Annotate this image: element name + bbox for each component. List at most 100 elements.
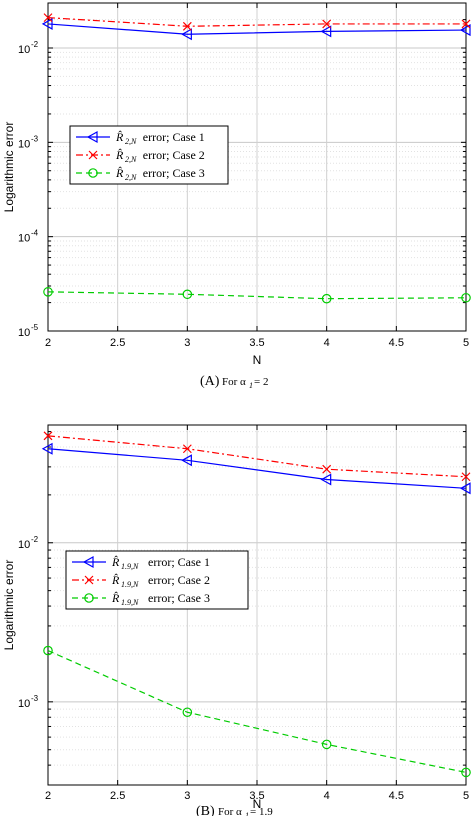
x-tick-label: 4.5 <box>389 337 404 349</box>
legend-symbol: R̂ <box>115 148 124 162</box>
legend-entry-2: R̂ 2,N error; Case 2 <box>76 148 205 164</box>
legend-entry-3: R̂ 1.9,N error; Case 3 <box>72 591 210 607</box>
y-tick-label: 10 -3 <box>18 134 39 150</box>
data-point <box>43 13 53 23</box>
y-tick-label: 10 -2 <box>18 40 39 56</box>
data-point <box>43 645 53 656</box>
data-point <box>461 472 471 482</box>
legend-subscript: 1.9,N <box>121 562 139 571</box>
legend: R̂ 2,N error; Case 1R̂ 2,N error; Case 2R̂ 2,… <box>69 125 229 185</box>
legend-label: error; Case 2 <box>148 573 210 587</box>
caption-text: For α <box>218 806 242 816</box>
x-tick-label: 2.5 <box>110 790 125 802</box>
legend-label: error; Case 3 <box>143 166 205 180</box>
series-line <box>47 448 467 489</box>
data-point <box>322 19 332 29</box>
x-tick-label: 4 <box>324 790 330 802</box>
legend-entry-1: R̂ 1.9,N error; Case 1 <box>72 555 210 571</box>
y-tick-label: 10 -4 <box>18 229 39 245</box>
x-tick-label: 3.5 <box>249 790 264 802</box>
series-1 <box>41 442 471 495</box>
series-2 <box>43 431 471 482</box>
legend-subscript: 1.9,N <box>121 580 139 589</box>
caption-subscript: 1 <box>245 811 249 816</box>
data-point <box>322 464 332 474</box>
x-tick-label: 4 <box>324 337 330 349</box>
data-point <box>182 289 193 300</box>
caption-label: (A) <box>200 374 220 389</box>
data-point <box>459 482 471 495</box>
legend-symbol: R̂ <box>115 166 124 180</box>
series-line <box>47 23 467 35</box>
legend-subscript: 2,N <box>125 173 137 182</box>
axes-frame <box>47 424 467 786</box>
y-tick-exponent: -5 <box>31 323 39 332</box>
x-tick-label: 5 <box>463 790 469 802</box>
y-tick-base: 10 <box>18 698 30 710</box>
data-point <box>461 292 471 303</box>
y-tick-exponent: -2 <box>31 40 39 49</box>
caption-equation: = 1.9 <box>250 806 273 816</box>
data-point <box>41 442 53 455</box>
legend-entry-1: R̂ 2,N error; Case 1 <box>76 130 205 146</box>
y-tick-exponent: -3 <box>31 134 39 143</box>
series-3 <box>43 645 471 778</box>
y-tick-exponent: -2 <box>31 535 39 544</box>
data-point <box>182 444 192 454</box>
y-tick-label: 10 -5 <box>18 323 39 339</box>
data-point <box>41 17 53 30</box>
x-tick-label: 2 <box>45 790 51 802</box>
legend-symbol: R̂ <box>111 591 120 605</box>
legend-label: error; Case 1 <box>143 130 205 144</box>
legend-symbol: R̂ <box>111 555 120 569</box>
y-tick-base: 10 <box>18 327 30 339</box>
legend-symbol: R̂ <box>111 573 120 587</box>
axes-frame <box>47 2 467 332</box>
legend-label: error; Case 2 <box>143 148 205 162</box>
data-point <box>461 19 471 29</box>
y-tick-label: 10 -2 <box>18 535 39 551</box>
series-3 <box>43 287 471 304</box>
y-axis-label: Logarithmic error <box>2 122 16 213</box>
legend-marker <box>84 575 94 585</box>
x-tick-label: 3 <box>184 790 190 802</box>
legend-subscript: 2,N <box>125 137 137 146</box>
data-point <box>181 28 192 41</box>
data-point <box>459 24 471 37</box>
legend-marker <box>88 168 98 178</box>
y-tick-exponent: -4 <box>31 229 39 238</box>
y-tick-base: 10 <box>18 138 30 150</box>
legend-symbol: R̂ <box>115 130 124 144</box>
data-point <box>321 293 332 304</box>
y-tick-base: 10 <box>18 44 30 56</box>
x-tick-label: 4.5 <box>389 790 404 802</box>
data-point <box>321 739 332 750</box>
x-axis-label: N <box>253 353 262 367</box>
x-tick-label: 3 <box>184 337 190 349</box>
y-tick-exponent: -3 <box>31 694 39 703</box>
legend-subscript: 2,N <box>125 155 137 164</box>
legend-entry-3: R̂ 2,N error; Case 3 <box>76 166 205 182</box>
y-tick-label: 10 -3 <box>18 694 39 710</box>
legend-marker <box>88 150 98 160</box>
caption-label: (B) <box>196 804 215 816</box>
y-tick-base: 10 <box>18 539 30 551</box>
x-tick-label: 2.5 <box>110 337 125 349</box>
data-point <box>43 431 53 441</box>
data-point <box>181 454 192 467</box>
legend-marker <box>84 593 94 603</box>
x-tick-label: 5 <box>463 337 469 349</box>
caption-subscript: 1 <box>249 381 253 390</box>
caption-equation: = 2 <box>254 376 268 388</box>
series-line <box>47 435 467 478</box>
legend-marker <box>82 555 94 569</box>
legend-label: error; Case 1 <box>148 555 210 569</box>
series-line <box>47 650 467 773</box>
legend-entry-2: R̂ 1.9,N error; Case 2 <box>72 573 210 589</box>
legend-box <box>65 550 249 610</box>
data-point <box>320 473 332 486</box>
